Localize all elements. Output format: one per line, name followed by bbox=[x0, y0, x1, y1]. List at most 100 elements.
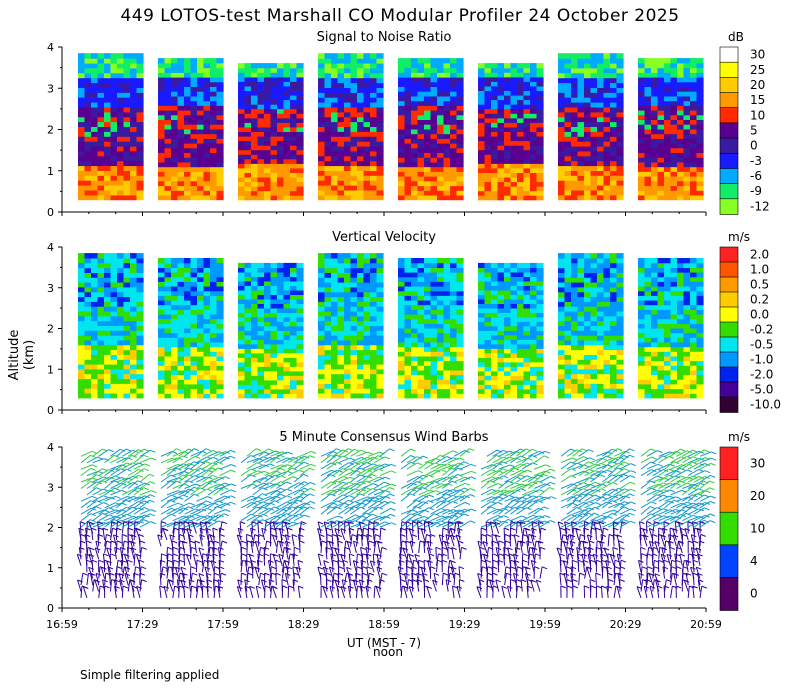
heat-cell bbox=[277, 67, 285, 73]
heat-cell bbox=[296, 276, 304, 282]
legend-label: 30 bbox=[750, 48, 765, 62]
heat-cell bbox=[370, 253, 378, 259]
heat-cell bbox=[571, 359, 579, 365]
heat-cell bbox=[443, 393, 451, 399]
heat-cell bbox=[478, 190, 486, 196]
heat-cell bbox=[197, 369, 205, 376]
heat-cell bbox=[376, 82, 384, 88]
heat-cell bbox=[171, 147, 179, 153]
heat-cell bbox=[251, 190, 259, 196]
heat-cell bbox=[130, 185, 138, 191]
heat-cell bbox=[536, 72, 544, 78]
heat-cell bbox=[331, 320, 339, 326]
heat-cell bbox=[443, 171, 451, 177]
heat-cell bbox=[683, 351, 691, 357]
heat-cell bbox=[411, 58, 419, 64]
heat-cell bbox=[350, 373, 358, 380]
heat-cell bbox=[370, 77, 378, 84]
heat-cell bbox=[651, 360, 659, 366]
heat-cell bbox=[136, 141, 144, 147]
heat-cell bbox=[504, 271, 512, 277]
heat-cell bbox=[203, 161, 211, 168]
heat-cell bbox=[597, 92, 605, 98]
heat-cell bbox=[670, 258, 678, 264]
heat-cell bbox=[238, 357, 246, 363]
figure-title: 449 LOTOS-test Marshall CO Modular Profi… bbox=[120, 6, 680, 26]
wind-barb-flag bbox=[90, 467, 96, 471]
heat-cell bbox=[257, 271, 265, 277]
heat-cell bbox=[670, 327, 678, 334]
heat-cell bbox=[283, 195, 291, 201]
heat-cell bbox=[97, 272, 105, 278]
heat-cell bbox=[78, 126, 86, 132]
heat-cell bbox=[491, 63, 499, 69]
heat-cell bbox=[190, 281, 198, 287]
heat-cell bbox=[577, 160, 585, 167]
heat-cell bbox=[337, 111, 345, 118]
heat-cell bbox=[171, 295, 179, 301]
heat-cell bbox=[657, 190, 665, 196]
legend-swatch bbox=[719, 336, 739, 353]
heat-cell bbox=[296, 94, 304, 101]
heat-cell bbox=[177, 166, 185, 172]
heat-cell bbox=[491, 321, 499, 327]
heat-cell bbox=[104, 62, 112, 69]
heat-cell bbox=[97, 194, 105, 201]
heat-cell bbox=[443, 369, 451, 376]
heat-cell bbox=[190, 190, 198, 196]
heat-cell bbox=[164, 299, 172, 306]
heat-cell bbox=[123, 277, 131, 283]
heat-cell bbox=[696, 138, 704, 144]
heat-cell bbox=[651, 105, 659, 111]
heat-cell bbox=[277, 312, 285, 318]
heat-cell bbox=[584, 131, 592, 137]
heat-cell bbox=[318, 262, 326, 269]
heat-cell bbox=[430, 185, 438, 191]
heat-cell bbox=[370, 180, 378, 186]
heat-cell bbox=[404, 67, 412, 73]
heat-cell bbox=[690, 133, 698, 139]
heat-cell bbox=[450, 171, 458, 177]
heat-cell bbox=[337, 311, 345, 317]
heat-cell bbox=[677, 157, 685, 163]
heat-cell bbox=[104, 378, 112, 384]
heat-cell bbox=[456, 258, 464, 264]
heat-cell bbox=[417, 147, 425, 153]
heat-cell bbox=[158, 276, 166, 282]
heat-cell bbox=[430, 262, 438, 268]
heat-cell bbox=[104, 67, 112, 74]
heat-cell bbox=[171, 124, 179, 130]
heat-cell bbox=[683, 161, 691, 168]
heat-cell bbox=[497, 94, 505, 101]
heat-cell bbox=[536, 126, 544, 132]
heat-cell bbox=[277, 352, 285, 358]
heat-cell bbox=[357, 359, 365, 365]
heat-cell bbox=[644, 309, 652, 315]
heat-cell bbox=[117, 373, 125, 380]
heat-cell bbox=[638, 157, 646, 163]
heat-cell bbox=[484, 298, 492, 304]
heat-cell bbox=[277, 298, 285, 304]
heat-cell bbox=[504, 85, 512, 91]
heat-cell bbox=[257, 289, 265, 295]
heat-cell bbox=[210, 379, 218, 385]
heat-cell bbox=[78, 145, 86, 152]
heat-cell bbox=[357, 160, 365, 167]
wind-barb-flag bbox=[86, 540, 92, 544]
heat-cell bbox=[590, 116, 598, 123]
heat-cell bbox=[318, 131, 326, 137]
heat-cell bbox=[296, 294, 304, 300]
heat-cell bbox=[270, 361, 278, 367]
heat-cell bbox=[104, 111, 112, 118]
heat-cell bbox=[683, 67, 691, 73]
heat-cell bbox=[318, 291, 326, 298]
heat-cell bbox=[177, 157, 185, 163]
heat-cell bbox=[510, 117, 518, 123]
heat-cell bbox=[603, 277, 611, 283]
heat-cell bbox=[571, 194, 579, 201]
heat-cell bbox=[363, 175, 371, 181]
heat-cell bbox=[411, 267, 419, 273]
heat-cell bbox=[78, 364, 86, 370]
heat-cell bbox=[510, 186, 518, 192]
heat-cell bbox=[530, 163, 538, 169]
